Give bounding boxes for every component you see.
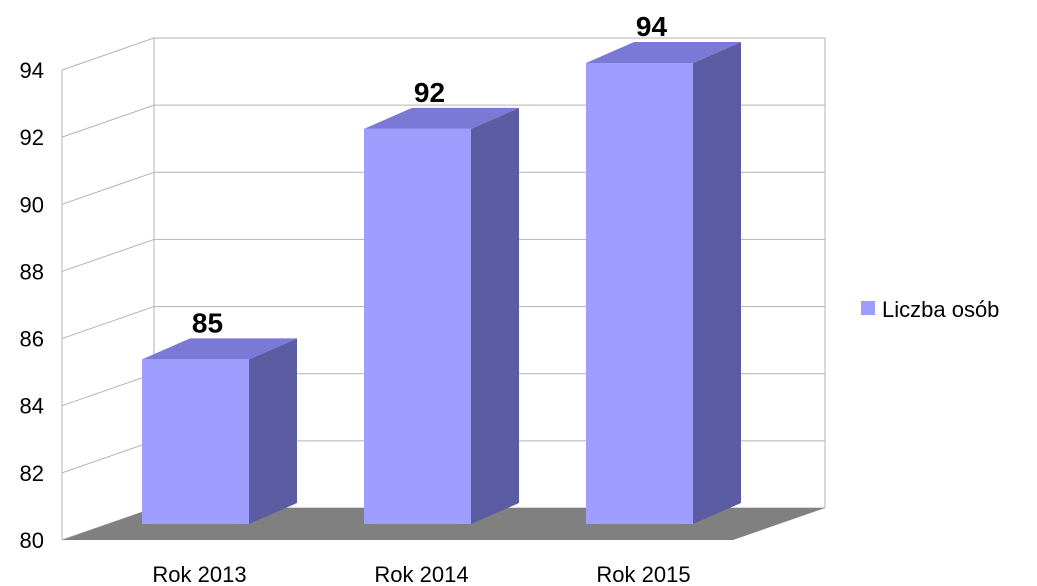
side-gridline [61,238,155,272]
y-tick-label: 88 [20,259,44,284]
legend-label: Liczba osób [882,297,999,322]
bar-front-face [142,359,249,524]
bar-front-face [364,128,471,524]
side-gridline [61,104,155,138]
y-tick-label: 84 [20,394,44,419]
y-tick-label: 90 [20,192,44,217]
legend-swatch [861,301,875,315]
y-axis-ticks: 80 82 84 86 88 90 92 94 [20,58,44,553]
data-label: 94 [636,11,668,42]
bar-top-face [364,107,519,129]
side-gridline [61,37,155,71]
bar-series [142,42,741,524]
side-gridline [61,440,155,474]
y-tick-label: 80 [20,528,44,553]
x-tick-label: Rok 2015 [596,562,690,586]
legend: Liczba osób [861,297,999,322]
x-tick-label: Rok 2014 [374,562,468,586]
y-tick-label: 86 [20,327,44,352]
bar-side-face [693,42,741,524]
bar-top-face [142,338,297,360]
x-tick-label: Rok 2013 [152,562,246,586]
bar-front-face [586,63,693,524]
bar-2 [364,107,519,524]
bar-side-face [249,338,297,524]
y-tick-label: 92 [20,125,44,150]
side-gridline [61,171,155,205]
x-axis-labels: Rok 2013 Rok 2014 Rok 2015 [152,562,690,586]
bar-3 [586,42,741,524]
bar-top-face [586,42,741,63]
data-labels: 85 92 94 [192,11,668,338]
data-label: 85 [192,307,223,338]
side-gridline [61,306,155,340]
side-gridline [61,373,155,407]
bar-1 [142,338,297,524]
y-tick-label: 94 [20,58,44,83]
data-label: 92 [414,77,445,108]
y-tick-label: 82 [20,461,44,486]
bar-side-face [471,107,519,524]
